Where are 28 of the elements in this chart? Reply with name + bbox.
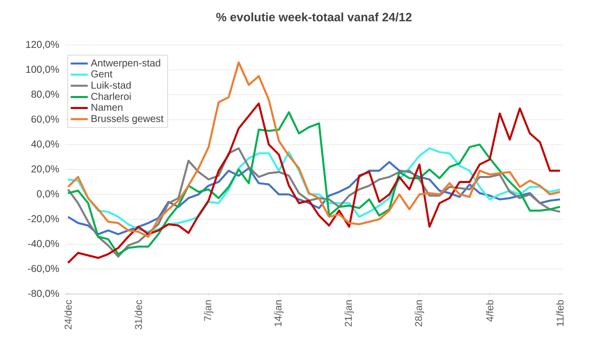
- legend-label: Namen: [92, 104, 122, 111]
- x-tick-label: 28/jan: [414, 300, 424, 326]
- x-tick-label: 24/dec: [64, 300, 72, 330]
- y-tick-label: 40,0%: [31, 140, 59, 149]
- y-tick-label: 20,0%: [31, 165, 59, 174]
- y-tick-label: -40,0%: [28, 240, 59, 248]
- line-series: [67, 161, 561, 236]
- y-tick-label: 120,0%: [26, 40, 59, 50]
- legend-label: Luik-stad: [92, 81, 131, 89]
- legend-label: Brussels gewest: [92, 114, 164, 124]
- x-tick-label: 11/feb: [556, 300, 564, 326]
- y-tick-label: 0,0%: [36, 190, 59, 199]
- y-tick-label: -60,0%: [28, 264, 59, 274]
- y-tick-label: 100,0%: [26, 66, 59, 74]
- chart-title: % evolutie week-totaal vanaf 24/12: [216, 12, 412, 22]
- legend-label: Antwerpen-stad: [90, 59, 160, 68]
- y-tick-label: -20,0%: [28, 215, 59, 224]
- y-tick-label: -80,0%: [28, 290, 59, 298]
- x-tick-label: 4/feb: [486, 300, 494, 322]
- y-tick-label: 80,0%: [31, 90, 59, 99]
- legend-label: Charleroi: [91, 92, 131, 100]
- legend-label: Gent: [91, 70, 112, 78]
- x-tick-label: 7/jan: [204, 300, 214, 321]
- x-tick-label: 14/jan: [274, 300, 284, 326]
- x-tick-label: 21/jan: [344, 300, 354, 326]
- y-tick-label: 60,0%: [31, 116, 59, 124]
- line-series: [67, 147, 561, 258]
- x-tick-label: 31/dec: [134, 300, 142, 330]
